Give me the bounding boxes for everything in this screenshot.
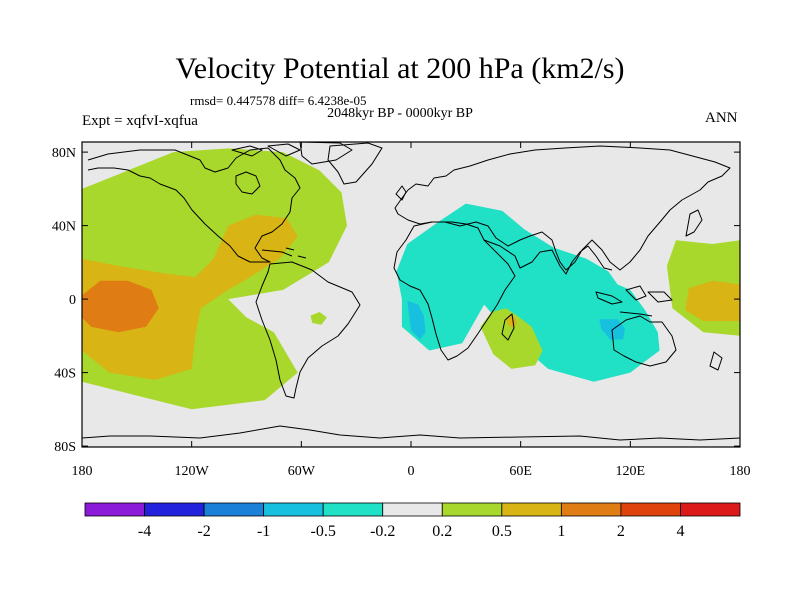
colorbar-label-5: 0.2	[432, 523, 452, 540]
stats-line: rmsd= 0.447578 diff= 6.4238e-05	[190, 93, 367, 108]
x-tick-label-0: 180	[72, 464, 93, 479]
colorbar-box-1	[144, 502, 205, 517]
colorbar-label-2: -1	[257, 523, 270, 540]
colorbar-label-6: 0.5	[492, 523, 512, 540]
colorbar-box-0	[84, 502, 145, 517]
contour-region-east-pacific-moderate	[82, 214, 298, 380]
coastline-arabia-india	[483, 239, 613, 275]
colorbar-label-8: 2	[617, 523, 625, 540]
x-tick-label-2: 60W	[288, 464, 316, 479]
coastline-eurasia	[394, 145, 731, 271]
coastline-hudson-bay	[235, 171, 261, 195]
coastline-africa	[393, 221, 516, 361]
contour-fills	[82, 148, 740, 432]
colorbar-label-1: -2	[197, 523, 210, 540]
y-tick-label-4: 80S	[54, 440, 76, 455]
contour-region-madagascar-moderate	[506, 313, 517, 329]
y-tick-label-2: 0	[69, 293, 76, 308]
season-label: ANN	[705, 110, 738, 126]
period-label: 2048kyr BP - 0000kyr BP	[327, 106, 473, 121]
contour-region-east-pacific-strong	[82, 280, 159, 333]
colorbar-box-2	[203, 502, 265, 517]
y-tick-label-3: 40S	[54, 367, 76, 382]
colorbar-box-8	[560, 502, 622, 517]
colorbar-box-4	[322, 502, 384, 517]
coastline-australia	[611, 315, 677, 367]
x-tick-label-1: 120W	[175, 464, 210, 479]
coastline-new-zealand	[709, 351, 723, 371]
colorbar-label-7: 1	[557, 523, 565, 540]
contour-region-madagascar-positive	[480, 308, 543, 369]
colorbar-label-3: -0.5	[311, 523, 336, 540]
coastlines	[82, 142, 740, 441]
colorbar-box-10	[680, 502, 741, 517]
x-tick-label-5: 120E	[616, 464, 646, 479]
colorbar-label-9: 4	[676, 523, 684, 540]
coastline-north-america	[87, 147, 301, 263]
axis-ticks: 180 120W 60W 0 60E 120E 180 80N 40N 0 40S 80S	[52, 142, 751, 479]
y-tick-label-0: 80N	[52, 146, 76, 161]
coastline-arctic-islands	[231, 142, 353, 165]
colorbar-box-3	[263, 502, 324, 517]
experiment-label: Expt = xqfvI-xqfua	[82, 113, 198, 129]
chart-title: Velocity Potential at 200 hPa (km2/s)	[175, 52, 625, 85]
coastline-japan	[685, 209, 703, 237]
coastline-caribbean	[261, 247, 307, 259]
coastline-britain	[395, 185, 407, 201]
x-tick-label-6: 180	[730, 464, 751, 479]
coastline-indonesia	[595, 285, 673, 317]
colorbar-box-6	[441, 502, 503, 517]
coastline-greenland	[327, 142, 383, 185]
contour-region-congo-strong-negative	[407, 300, 426, 340]
colorbar-label-4: -0.2	[370, 523, 395, 540]
x-tick-label-3: 0	[408, 464, 415, 479]
coastline-south-america	[255, 261, 361, 399]
contour-region-west-pacific-moderate	[685, 280, 740, 322]
colorbar: -4 -2 -1 -0.5 -0.2 0.2 0.5 1 2 4	[84, 502, 741, 540]
colorbar-label-0: -4	[138, 523, 151, 540]
contour-region-africa-indian-moderate-negative	[396, 203, 660, 382]
colorbar-box-5	[382, 502, 443, 517]
coastline-madagascar	[501, 313, 515, 341]
colorbar-box-9	[620, 502, 681, 517]
coastline-antarctica	[82, 425, 740, 441]
colorbar-box-7	[501, 502, 562, 517]
contour-region-atlantic-small-positive	[310, 312, 327, 325]
x-tick-label-4: 60E	[509, 464, 532, 479]
y-tick-label-1: 40N	[52, 220, 76, 235]
